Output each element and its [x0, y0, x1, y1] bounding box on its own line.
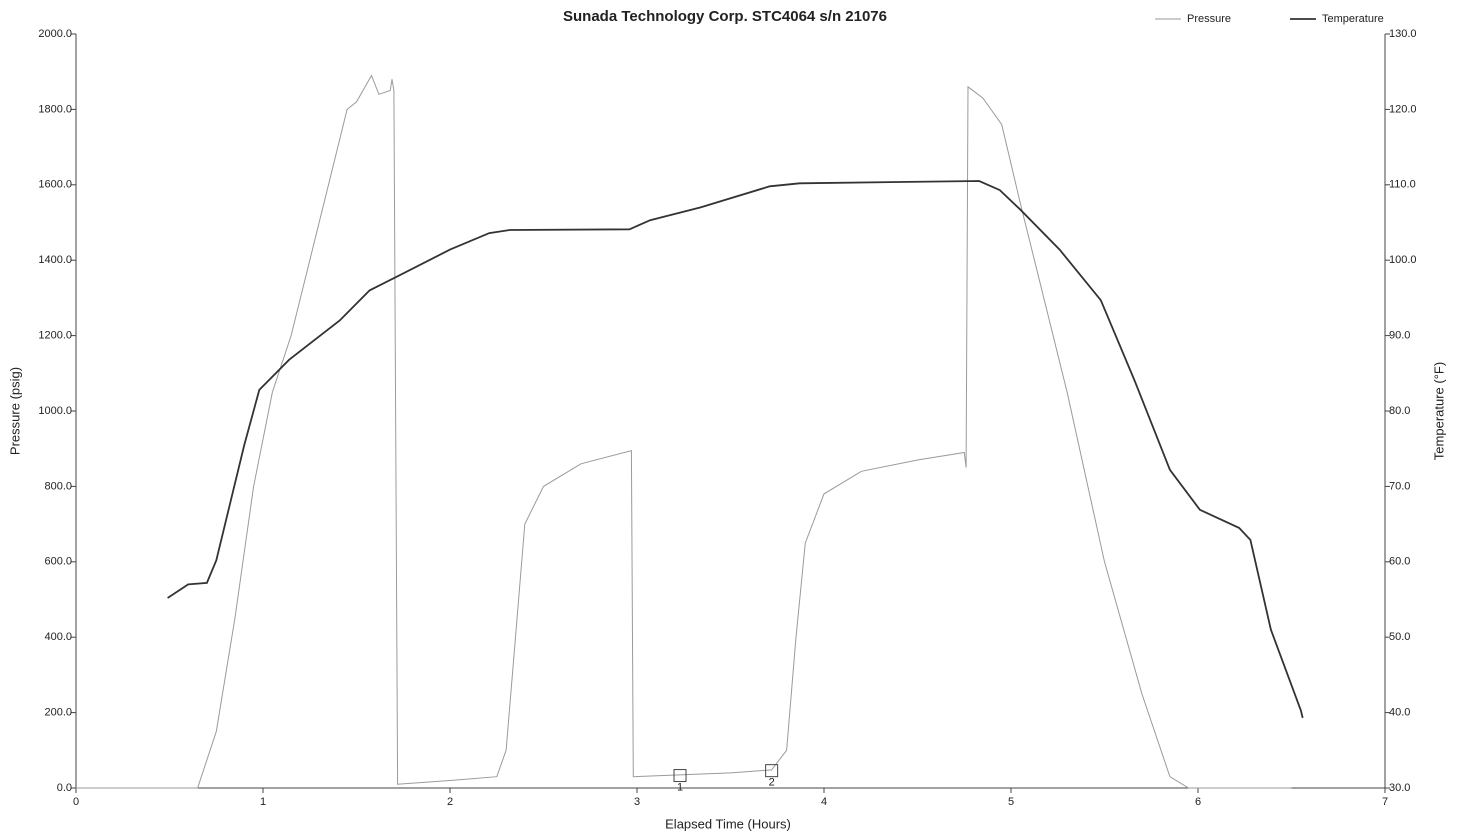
y-tick-label: 0.0	[57, 782, 72, 794]
y-tick-label: 1200.0	[38, 330, 72, 342]
y-tick-label: 2000.0	[38, 28, 72, 40]
legend-label: Temperature	[1322, 13, 1384, 25]
y-tick-label: 1600.0	[38, 179, 72, 191]
x-tick-label: 5	[1008, 796, 1014, 808]
x-tick-label: 3	[634, 796, 640, 808]
x-tick-label: 1	[260, 796, 266, 808]
legend-label: Pressure	[1187, 13, 1231, 25]
y-axis-title: Pressure (psig)	[7, 367, 22, 455]
series-line	[167, 180, 1304, 719]
marker	[765, 764, 779, 778]
marker	[673, 769, 687, 783]
y-tick-label: 800.0	[44, 480, 72, 492]
y2-tick-label: 50.0	[1389, 631, 1410, 643]
marker-label: 2	[769, 777, 775, 789]
y2-axis-title: Temperature (°F)	[1431, 362, 1446, 460]
y-tick-label: 1400.0	[38, 254, 72, 266]
y2-tick-label: 90.0	[1389, 330, 1410, 342]
x-tick-label: 4	[821, 796, 827, 808]
y2-tick-label: 60.0	[1389, 556, 1410, 568]
x-tick-label: 7	[1382, 796, 1388, 808]
series-line	[76, 74, 1292, 789]
y2-tick-label: 80.0	[1389, 405, 1410, 417]
y2-tick-label: 40.0	[1389, 707, 1410, 719]
y-tick-label: 1800.0	[38, 103, 72, 115]
x-tick-label: 0	[73, 796, 79, 808]
y2-tick-label: 120.0	[1389, 103, 1417, 115]
y-tick-label: 600.0	[44, 556, 72, 568]
y2-tick-label: 130.0	[1389, 28, 1417, 40]
y-tick-label: 200.0	[44, 707, 72, 719]
y-tick-label: 400.0	[44, 631, 72, 643]
y-tick-label: 1000.0	[38, 405, 72, 417]
y2-tick-label: 70.0	[1389, 480, 1410, 492]
y2-tick-label: 100.0	[1389, 254, 1417, 266]
y2-tick-label: 30.0	[1389, 782, 1410, 794]
y2-tick-label: 110.0	[1389, 179, 1416, 191]
x-axis-title: Elapsed Time (Hours)	[665, 816, 791, 831]
marker-label: 1	[677, 781, 683, 793]
x-tick-label: 2	[447, 796, 453, 808]
x-tick-label: 6	[1195, 796, 1201, 808]
chart-title: Sunada Technology Corp. STC4064 s/n 2107…	[563, 8, 887, 25]
